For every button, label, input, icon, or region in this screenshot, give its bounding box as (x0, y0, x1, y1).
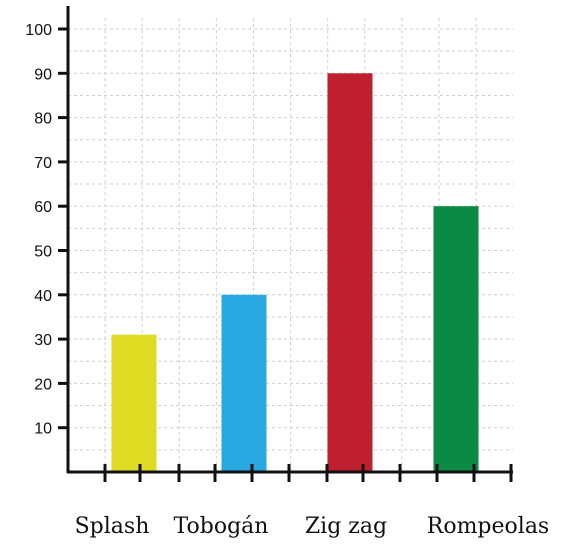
bar-tobogán (221, 294, 267, 472)
y-tick-label: 90 (34, 66, 52, 83)
y-tick-label: 40 (34, 288, 52, 305)
labels: 10 20 30 40 50 60 70 80 90 100 Splash Tobogán Zig za… (25, 22, 549, 539)
y-tick-label: 10 (34, 421, 52, 438)
bar-splash (111, 334, 157, 472)
y-tick-label: 30 (34, 332, 52, 349)
y-tick-label: 100 (25, 22, 52, 39)
y-tick-label: 60 (34, 199, 52, 216)
x-category-label: Zig zag (305, 514, 387, 539)
bars (111, 73, 479, 473)
axes (58, 6, 513, 482)
y-tick-label: 70 (34, 155, 52, 172)
bar-rompeolas (433, 206, 479, 472)
x-category-label: Rompeolas (427, 514, 549, 539)
y-tick-label: 50 (34, 244, 52, 261)
x-category-label: Tobogán (174, 514, 269, 539)
x-category-label: Splash (75, 514, 150, 539)
bar-zig-zag (327, 73, 373, 473)
y-tick-label: 20 (34, 376, 52, 393)
y-tick-label: 80 (34, 111, 52, 128)
